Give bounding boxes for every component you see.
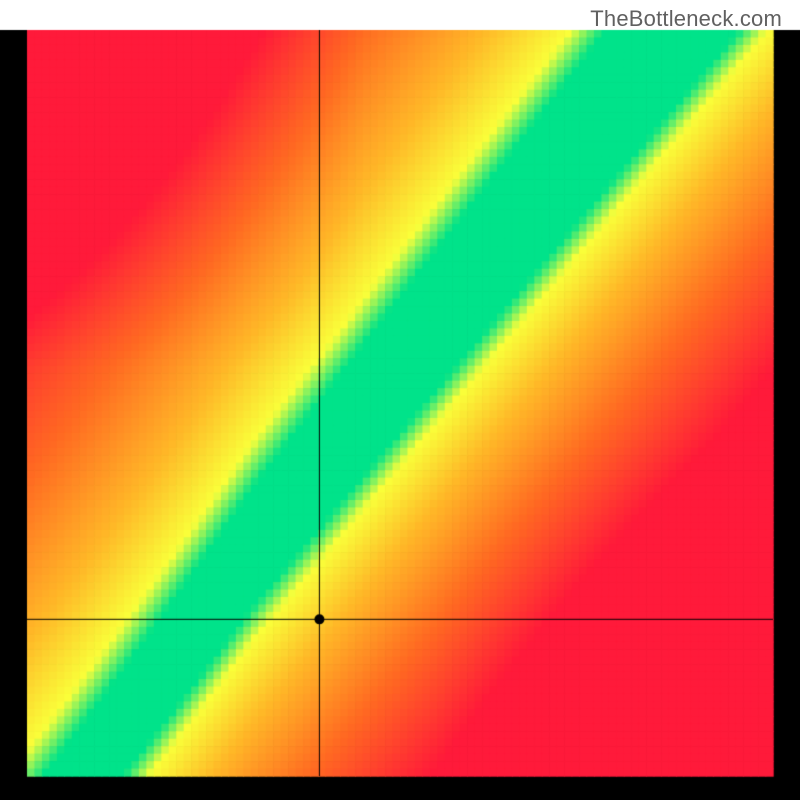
watermark-text: TheBottleneck.com xyxy=(590,6,782,32)
bottleneck-heatmap-canvas xyxy=(0,0,800,800)
chart-root: TheBottleneck.com xyxy=(0,0,800,800)
